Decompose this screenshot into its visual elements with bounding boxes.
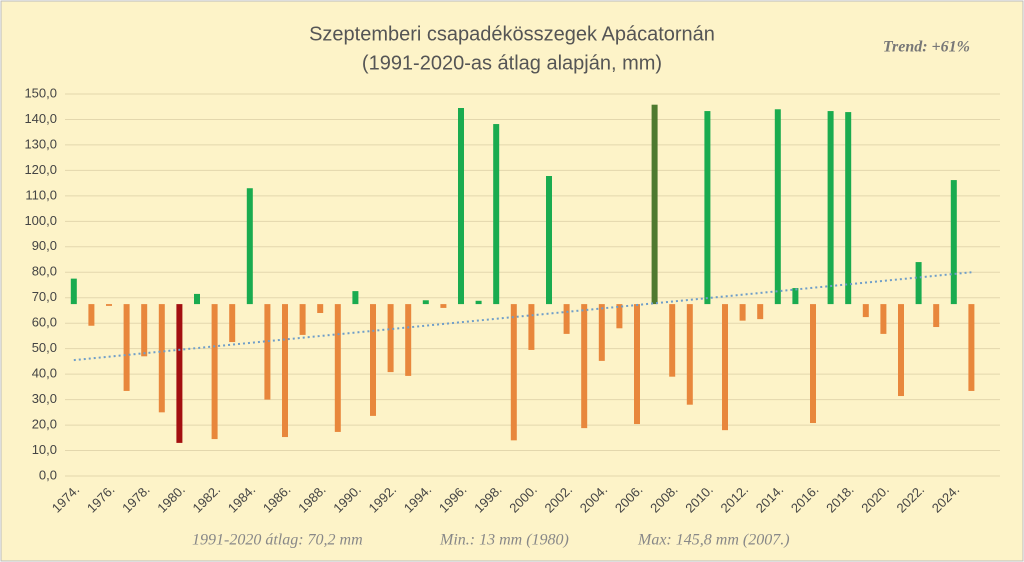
bar: [229, 304, 236, 343]
bar: [70, 278, 77, 305]
bar: [299, 304, 306, 335]
bar: [704, 111, 711, 305]
bar: [950, 180, 957, 305]
bar: [616, 304, 623, 329]
y-tick-label: 150,0: [24, 85, 57, 100]
bar: [933, 304, 940, 328]
bar: [211, 304, 218, 440]
bar: [757, 304, 764, 320]
bar: [387, 304, 394, 373]
bar: [370, 304, 376, 416]
bar: [405, 304, 412, 376]
bar: [246, 188, 253, 305]
bar: [862, 304, 869, 318]
bar: [669, 304, 676, 377]
bar: [493, 124, 500, 305]
bar: [88, 304, 95, 326]
bar: [722, 304, 728, 431]
bar: [352, 291, 359, 305]
y-tick-label: 130,0: [24, 136, 57, 151]
bar: [158, 304, 165, 413]
y-tick-label: 140,0: [24, 111, 57, 126]
trend-line: [73, 271, 972, 362]
footer-note: 1991-2020 átlag: 70,2 mm: [192, 532, 363, 549]
y-tick-label: 70,0: [32, 289, 57, 304]
bar: [915, 262, 922, 305]
bar: [528, 304, 535, 350]
y-tick-label: 0,0: [39, 467, 57, 482]
bar: [651, 104, 658, 305]
chart-title: Szeptemberi csapadékösszegek Apácatornán: [309, 23, 715, 45]
bar: [968, 304, 975, 391]
bar: [774, 109, 781, 305]
bar: [598, 304, 605, 361]
footer-note: Max: 145,8 mm (2007.): [637, 532, 790, 549]
bar: [194, 293, 200, 305]
bar: [317, 304, 324, 314]
bar: [898, 304, 904, 397]
y-tick-label: 60,0: [32, 315, 57, 330]
bar: [282, 304, 288, 438]
y-tick-label: 90,0: [32, 238, 57, 253]
bar: [827, 111, 834, 305]
bar: [634, 304, 640, 425]
y-tick-label: 80,0: [32, 264, 57, 279]
bar: [845, 112, 852, 305]
bar: [510, 304, 517, 441]
bar: [141, 304, 148, 357]
y-tick-label: 50,0: [32, 340, 57, 355]
bar: [880, 304, 887, 334]
bar: [581, 304, 588, 429]
y-tick-label: 20,0: [32, 417, 57, 432]
bar: [422, 300, 429, 305]
bar: [546, 176, 552, 305]
bar: [440, 304, 447, 308]
bar: [176, 304, 183, 443]
chart-subtitle: (1991-2020-as átlag alapján, mm): [362, 52, 662, 74]
y-tick-label: 100,0: [24, 213, 57, 228]
y-tick-label: 40,0: [32, 366, 57, 381]
bar: [563, 304, 570, 334]
y-tick-label: 30,0: [32, 391, 57, 406]
bar: [264, 304, 271, 400]
bar: [123, 304, 130, 391]
bar: [334, 304, 341, 432]
bar: [792, 288, 799, 305]
trend-annotation: Trend: +61%: [883, 39, 970, 56]
bar: [475, 300, 482, 305]
bar: [458, 108, 464, 305]
y-tick-label: 10,0: [32, 442, 57, 457]
y-tick-label: 120,0: [24, 162, 57, 177]
bar: [739, 304, 746, 321]
bar: [106, 304, 112, 306]
y-tick-label: 110,0: [25, 187, 57, 202]
footer-note: Min.: 13 mm (1980): [439, 532, 569, 549]
bar: [686, 304, 693, 405]
bar: [810, 304, 816, 424]
